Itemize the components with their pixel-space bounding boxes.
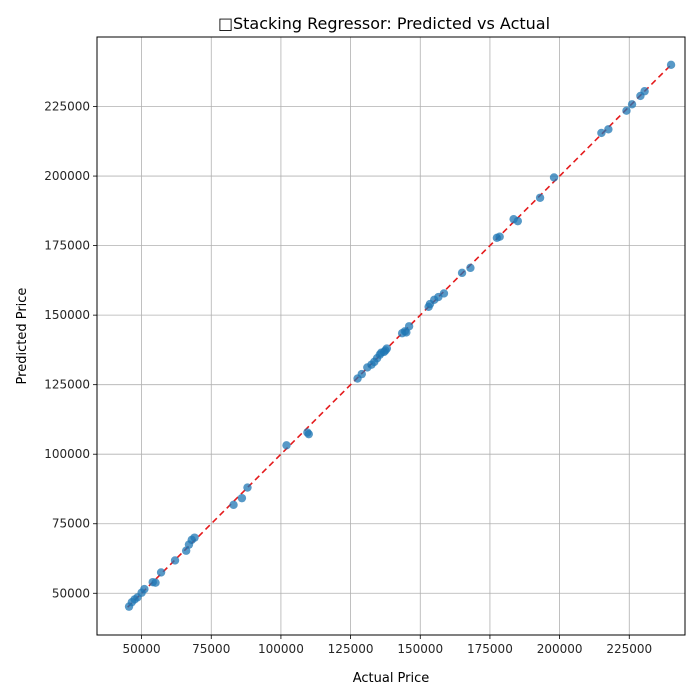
- data-point: [237, 493, 247, 503]
- data-point: [549, 173, 559, 182]
- y-tick-label: 225000: [44, 100, 90, 114]
- chart-title-glyph: □: [218, 14, 233, 33]
- data-point: [170, 556, 180, 565]
- x-tick-label: 200000: [537, 642, 583, 656]
- y-tick-label: 175000: [44, 239, 90, 253]
- x-axis-label: Actual Price: [353, 671, 430, 686]
- y-axis-ticks: 50000 75000 100000 125000 150000 175000 200000…: [44, 100, 97, 600]
- y-axis-label: Predicted Price: [15, 288, 30, 385]
- x-tick-label: 175000: [467, 642, 513, 656]
- x-tick-label: 50000: [122, 642, 160, 656]
- data-point: [229, 500, 238, 510]
- data-point: [622, 106, 631, 115]
- data-point: [304, 429, 313, 439]
- data-point: [190, 533, 199, 542]
- data-point: [357, 369, 366, 379]
- data-point: [495, 232, 504, 241]
- data-point: [404, 322, 414, 331]
- chart-title: Stacking Regressor: Predicted vs Actual: [233, 14, 550, 33]
- data-point: [640, 87, 649, 96]
- x-axis-ticks: 50000 75000 100000 125000 150000 175000 200000…: [122, 635, 652, 656]
- y-tick-label: 75000: [52, 517, 90, 531]
- data-point: [466, 263, 475, 273]
- data-point: [243, 483, 252, 492]
- x-tick-label: 75000: [192, 642, 230, 656]
- data-points: [124, 60, 676, 611]
- data-point: [535, 193, 545, 202]
- plot-frame: [96, 36, 686, 636]
- y-tick-label: 125000: [44, 378, 90, 392]
- data-point: [439, 289, 449, 298]
- y-tick-label: 100000: [44, 447, 90, 461]
- data-point: [513, 216, 522, 226]
- x-tick-label: 100000: [258, 642, 304, 656]
- x-tick-label: 125000: [328, 642, 374, 656]
- x-tick-label: 225000: [606, 642, 652, 656]
- data-point: [627, 100, 637, 109]
- data-point: [604, 125, 613, 134]
- data-point: [282, 441, 291, 450]
- y-tick-label: 50000: [52, 586, 90, 600]
- data-point: [457, 268, 467, 278]
- data-point: [666, 60, 676, 70]
- data-point: [156, 568, 166, 577]
- grid-lines: [97, 37, 685, 635]
- y-tick-label: 150000: [44, 308, 90, 322]
- data-point: [140, 584, 149, 594]
- x-tick-label: 150000: [397, 642, 443, 656]
- y-tick-label: 200000: [44, 169, 90, 183]
- data-point: [382, 344, 392, 353]
- data-point: [151, 578, 160, 587]
- data-point: [597, 128, 606, 138]
